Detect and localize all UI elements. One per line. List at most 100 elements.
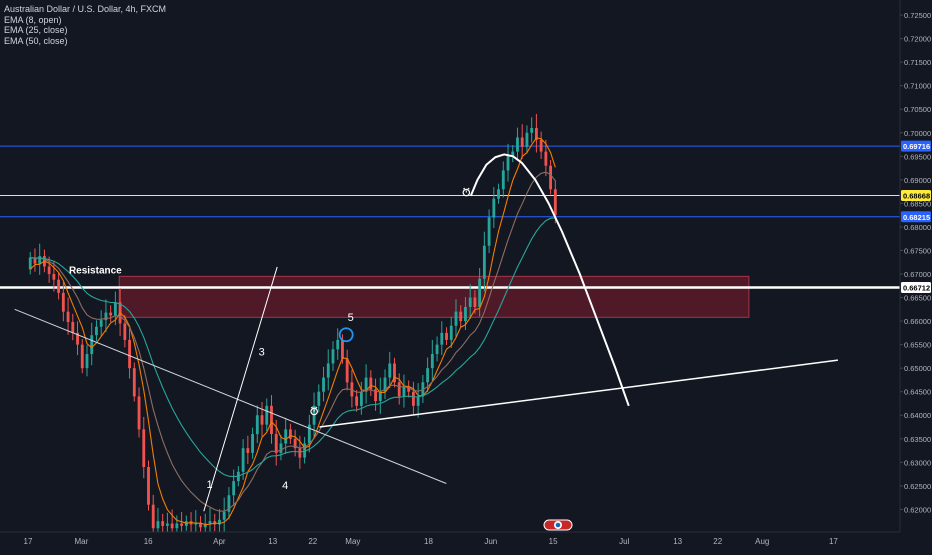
y-tick-label: 0.67500: [904, 246, 931, 255]
candle-body: [534, 128, 538, 140]
x-tick-label: 13: [268, 537, 277, 546]
x-tick-label: Apr: [213, 537, 226, 546]
candle-body: [307, 424, 311, 444]
plot-area: Resistance 1 3 4 5: [0, 113, 900, 532]
x-tick-label: 17: [829, 537, 838, 546]
candle-body: [487, 217, 491, 246]
candle-body: [66, 311, 70, 323]
candle-body: [208, 521, 212, 524]
candle-body: [147, 467, 150, 505]
candle-body: [359, 391, 363, 406]
candle-body: [232, 481, 236, 496]
x-tick-label: May: [345, 537, 360, 546]
candle-body: [28, 257, 32, 270]
candle-body: [530, 128, 534, 133]
x-tick-label: 22: [713, 537, 722, 546]
candle-body: [501, 170, 505, 190]
candle-body: [260, 415, 264, 425]
candle-body: [440, 332, 444, 345]
candle-body: [52, 274, 56, 280]
candle-body: [270, 405, 273, 435]
candle-body: [293, 438, 297, 449]
candle-body: [109, 312, 113, 316]
candle-body: [288, 429, 292, 439]
candle-body: [203, 523, 207, 528]
candle-body: [284, 429, 288, 444]
candle-body: [326, 363, 330, 378]
candle-body: [416, 396, 420, 406]
wave-label-3: 3: [259, 346, 265, 358]
indicator-ema-25-close[interactable]: EMA (25, close): [4, 25, 68, 35]
candle-body: [393, 363, 396, 383]
candle-body: [459, 311, 463, 322]
x-tick-label: Aug: [755, 537, 769, 546]
level-price-tag: [901, 282, 931, 294]
candle-body: [57, 279, 61, 293]
y-tick-label: 0.71500: [904, 58, 931, 67]
level-price-tag: [901, 211, 931, 223]
price-axis: 0.72500 0.72000 0.71500 0.71000 0.70500 0.700…: [899, 0, 931, 532]
candle-body: [539, 139, 543, 152]
candle-body: [544, 151, 548, 166]
candle-body: [345, 358, 349, 383]
level-price-label: 0.68668: [903, 191, 930, 200]
x-tick-label: 17: [24, 537, 33, 546]
candle-body: [38, 256, 42, 264]
candle-body: [156, 521, 160, 529]
candle-body: [165, 523, 169, 526]
event-badge-icon: [543, 519, 573, 531]
candle-body: [274, 434, 278, 453]
candle-body: [255, 415, 259, 435]
x-tick-label: 13: [673, 537, 682, 546]
level-price-tag: [901, 140, 931, 152]
candle-body: [525, 132, 529, 147]
level-price-label: 0.66712: [903, 284, 930, 293]
candle-body: [95, 326, 98, 336]
candle-body: [492, 198, 496, 218]
candle-body: [132, 368, 136, 397]
level-price-label: 0.69716: [903, 142, 930, 151]
alarm-icon: [310, 406, 318, 416]
candle-body: [478, 278, 482, 307]
x-tick-label: 16: [144, 537, 153, 546]
candle-body: [388, 363, 392, 378]
candle-body: [137, 396, 141, 430]
y-tick-label: 0.65500: [904, 341, 931, 350]
alarm-icon: [462, 187, 471, 197]
candle-body: [61, 292, 65, 312]
candle-body: [246, 448, 250, 453]
y-tick-label: 0.72000: [904, 35, 931, 44]
candle-body: [449, 325, 453, 340]
candle-body: [454, 311, 458, 326]
wave-label-5: 5: [348, 312, 354, 324]
candle-body: [445, 332, 448, 340]
x-tick-label: 22: [308, 537, 317, 546]
level-price-tag: [901, 189, 931, 201]
candle-body: [241, 448, 245, 472]
y-tick-label: 0.64500: [904, 388, 931, 397]
y-tick-label: 0.68500: [904, 199, 931, 208]
candle-body: [47, 266, 51, 275]
y-tick-label: 0.69000: [904, 176, 931, 185]
ema-line-2: [30, 171, 556, 512]
candle-body: [336, 339, 340, 350]
candle-body: [99, 320, 103, 327]
y-tick-label: 0.66500: [904, 294, 931, 303]
candle-body: [506, 156, 510, 171]
candle-body: [128, 339, 131, 369]
candle-body: [549, 165, 553, 190]
trendline-2: [203, 266, 278, 512]
candle-body: [369, 377, 373, 390]
trendline-3: [319, 359, 838, 428]
candle-body: [331, 349, 335, 364]
x-tick-label: 18: [424, 537, 433, 546]
y-tick-label: 0.70000: [904, 129, 931, 138]
indicator-ema-8-open[interactable]: EMA (8, open): [4, 14, 62, 25]
candle-body: [180, 523, 184, 526]
ema-line-1: [29, 137, 556, 526]
candle-body: [464, 306, 467, 322]
wave-label-4: 4: [282, 480, 288, 492]
candle-body: [355, 396, 359, 406]
indicator-ema-50-close[interactable]: EMA (50, close): [4, 35, 68, 46]
